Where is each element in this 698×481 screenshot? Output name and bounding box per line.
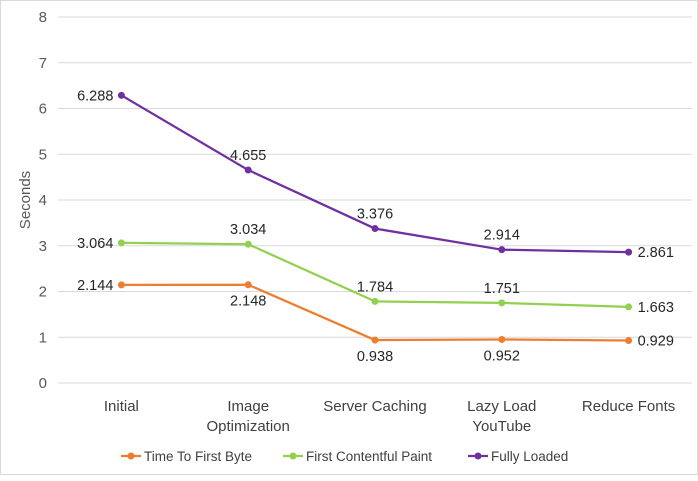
data-label: 0.938 [357, 349, 393, 365]
x-tick-label: Optimization [207, 418, 290, 435]
data-labels: 2.144 2.148 0.938 0.952 0.929 3.064 3.034 1.784… [77, 88, 674, 365]
legend-item: Time To First Byte [121, 449, 252, 464]
data-point [244, 281, 252, 289]
data-point [625, 303, 633, 311]
y-tick-label: 3 [39, 238, 47, 255]
y-axis: 0 1 2 3 4 5 6 7 8 Seconds [17, 9, 47, 392]
y-tick-label: 4 [39, 192, 47, 209]
data-label: 6.288 [77, 88, 113, 104]
legend-label: First Contentful Paint [306, 449, 432, 464]
data-point [625, 248, 633, 256]
data-label: 0.929 [638, 333, 674, 349]
y-tick-label: 6 [39, 101, 47, 118]
x-tick-label: Reduce Fonts [582, 398, 675, 415]
data-label: 0.952 [484, 348, 520, 364]
data-label: 1.751 [484, 281, 520, 297]
data-label: 2.914 [484, 228, 520, 244]
data-point [625, 336, 633, 344]
x-tick-label: Image [227, 398, 269, 415]
x-tick-label: Lazy Load [467, 398, 536, 415]
data-label: 2.144 [77, 278, 113, 294]
y-tick-label: 7 [39, 55, 47, 72]
data-point [117, 239, 125, 247]
data-point [117, 91, 125, 99]
gridlines [58, 16, 692, 384]
y-tick-label: 2 [39, 284, 47, 301]
data-label: 2.861 [638, 245, 674, 261]
data-label: 3.034 [230, 222, 266, 238]
series-1 [117, 239, 633, 311]
series-0 [117, 281, 633, 344]
data-point [371, 297, 379, 305]
legend-label: Time To First Byte [144, 449, 252, 464]
x-tick-label: Initial [104, 398, 139, 415]
data-point [371, 336, 379, 344]
data-label: 2.148 [230, 294, 266, 310]
legend-item: First Contentful Paint [283, 449, 432, 464]
series-line [121, 241, 629, 309]
data-point [244, 240, 252, 248]
data-point [498, 335, 506, 343]
y-tick-label: 0 [39, 375, 47, 392]
data-point [498, 246, 506, 254]
series-2 [117, 91, 633, 256]
y-tick-label: 5 [39, 146, 47, 163]
x-axis: Initial Image Optimization Server Caching La… [104, 398, 675, 435]
data-point [244, 166, 252, 174]
legend-marker [289, 452, 297, 460]
y-axis-title: Seconds [17, 171, 34, 229]
data-label: 1.784 [357, 279, 393, 295]
data-point [117, 281, 125, 289]
x-tick-label: Server Caching [323, 398, 426, 415]
y-tick-label: 8 [39, 9, 47, 26]
data-point [371, 225, 379, 233]
legend-marker [474, 452, 482, 460]
data-label: 3.376 [357, 207, 393, 223]
y-tick-label: 1 [39, 329, 47, 346]
data-point [498, 299, 506, 307]
legend-label: Fully Loaded [491, 449, 568, 464]
series-layer [117, 91, 633, 344]
legend: Time To First Byte First Contentful Paint… [121, 449, 568, 464]
data-label: 1.663 [638, 300, 674, 316]
data-label: 3.064 [77, 236, 113, 252]
legend-item: Fully Loaded [468, 449, 568, 464]
legend-marker [127, 452, 135, 460]
x-tick-label: YouTube [472, 418, 531, 435]
data-label: 4.655 [230, 148, 266, 164]
